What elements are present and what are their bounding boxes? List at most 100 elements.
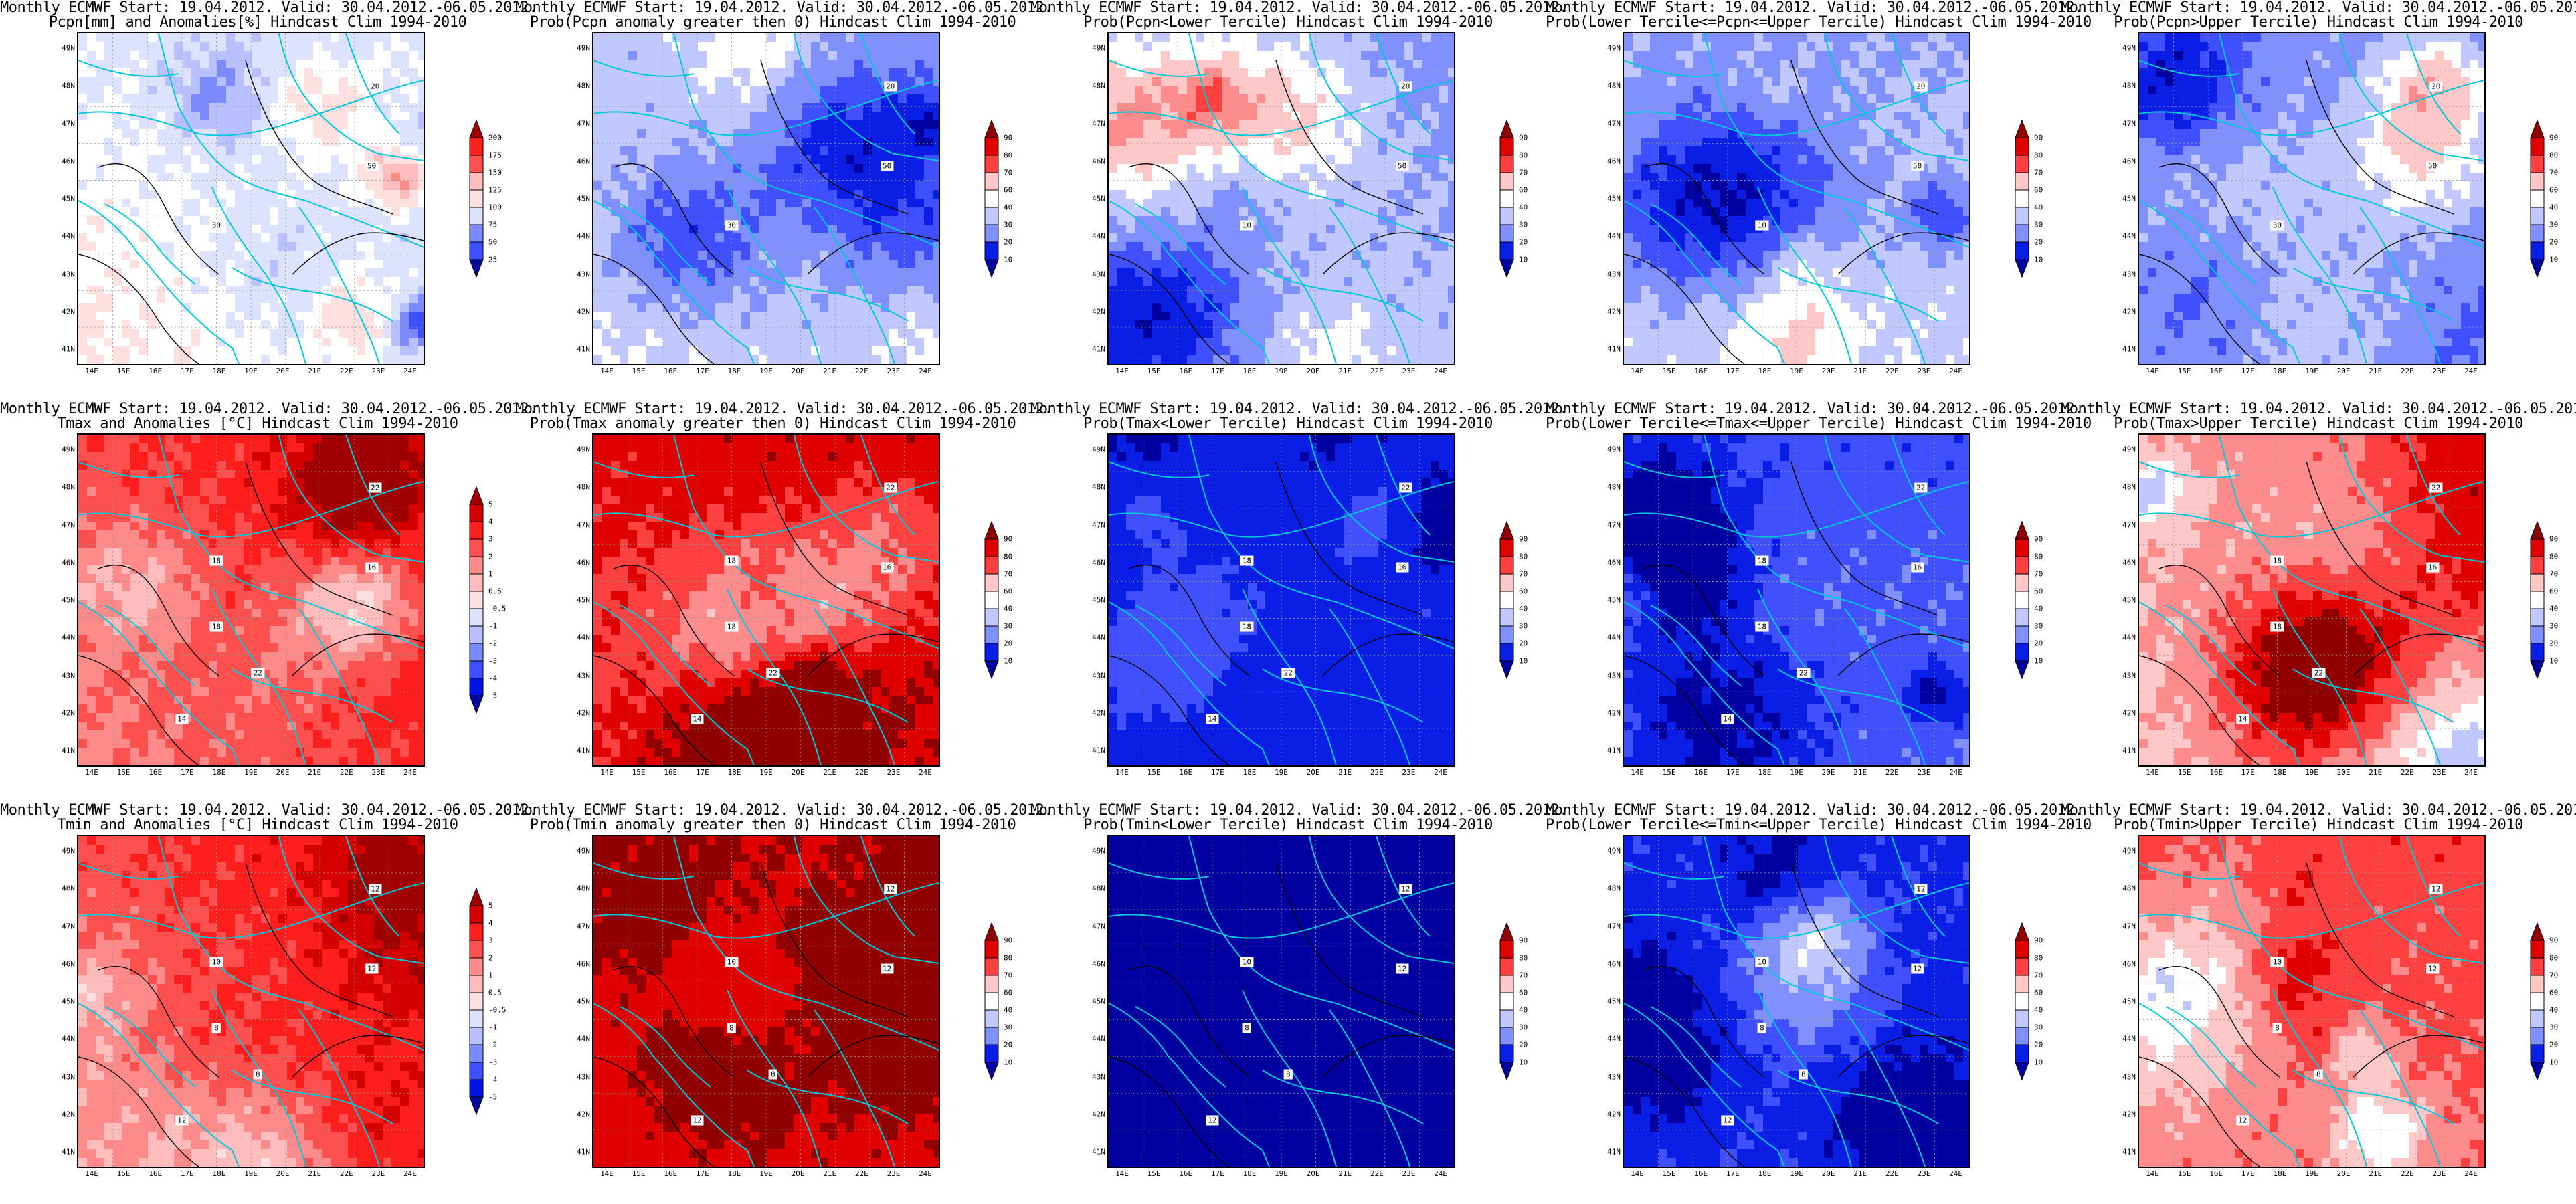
- lat-tick-label: 44N: [2122, 1035, 2136, 1043]
- lon-tick-label: 18E: [1243, 768, 1256, 777]
- lat-tick-label: 49N: [2122, 44, 2136, 53]
- lat-tick-label: 47N: [1607, 520, 1621, 529]
- lon-tick-label: 19E: [759, 768, 773, 777]
- lon-tick-label: 14E: [2146, 1169, 2159, 1178]
- isoline-label: 12: [2425, 963, 2440, 974]
- lon-tick-label: 24E: [2464, 1169, 2478, 1178]
- lon-tick-label: 14E: [600, 367, 614, 375]
- colorbar-swatch: [984, 556, 999, 575]
- map-frame: 20 10 50: [1107, 32, 1455, 365]
- lat-tick-label: 48N: [62, 483, 75, 492]
- lon-tick-label: 19E: [1275, 367, 1288, 375]
- lon-tick-label: 14E: [1631, 1169, 1644, 1178]
- colorbar-legend: 90 80 70 60 40 30 20 10: [984, 922, 1012, 1081]
- lat-tick-label: 45N: [2122, 195, 2136, 203]
- colorbar-swatch: [2015, 940, 2029, 959]
- isoline-label: 12: [884, 884, 897, 894]
- lon-tick-label: 24E: [1949, 1169, 1962, 1178]
- lon-tick-label: 22E: [855, 1169, 868, 1178]
- lat-tick-label: 42N: [1607, 307, 1621, 316]
- panel-title-line2: Prob(Tmin anomaly greater then 0) Hindca…: [515, 817, 1030, 833]
- panel-title-line1: Monthly ECMWF Start: 19.04.2012. Valid: …: [2061, 401, 2576, 417]
- lon-tick-label: 21E: [308, 367, 321, 375]
- colorbar-label: 70: [2034, 570, 2043, 579]
- isoline-label: 8: [1284, 1069, 1293, 1080]
- lon-tick-label: 20E: [1822, 768, 1835, 777]
- colorbar-label: 70: [1519, 570, 1528, 579]
- lat-tick-label: 46N: [1607, 959, 1621, 968]
- colorbar-swatch: [2530, 992, 2545, 1011]
- colorbar-swatch: [469, 975, 484, 993]
- colorbar-swatch: [2530, 172, 2545, 191]
- colorbar-swatch: [2530, 241, 2545, 260]
- colorbar-swatch: [1499, 137, 1514, 156]
- panel-title-line1: Monthly ECMWF Start: 19.04.2012. Valid: …: [2061, 0, 2576, 16]
- lat-tick-label: 47N: [2122, 922, 2136, 930]
- lat-tick-label: 45N: [2122, 997, 2136, 1006]
- isoline-label: 8: [769, 1069, 777, 1080]
- colorbar-swatch: [2015, 224, 2029, 243]
- colorbar-label: 30: [1004, 221, 1012, 229]
- lat-tick-label: 42N: [2122, 307, 2136, 316]
- panel-title-line1: Monthly ECMWF Start: 19.04.2012. Valid: …: [1030, 401, 1568, 417]
- colorbar-swatch: [2015, 172, 2029, 191]
- colorbar-label: 70: [1004, 570, 1012, 579]
- lon-tick-label: 18E: [1243, 1169, 1256, 1178]
- lat-tick-label: 42N: [1092, 307, 1105, 316]
- panel-title-line1: Monthly ECMWF Start: 19.04.2012. Valid: …: [0, 0, 537, 16]
- lat-tick-label: 47N: [62, 119, 75, 128]
- lat-tick-label: 47N: [1607, 119, 1621, 128]
- colorbar-label: 10: [1004, 1058, 1012, 1067]
- colorbar-label: 2: [488, 553, 493, 561]
- lat-tick-label: 42N: [2122, 708, 2136, 717]
- longitude-axis: 14E 15E 16E 17E 18E 19E 20E 21E 22E 23E 24E: [2138, 367, 2486, 379]
- lon-tick-label: 24E: [1949, 768, 1962, 777]
- lat-tick-label: 47N: [577, 520, 590, 529]
- panel-title-line1: Monthly ECMWF Start: 19.04.2012. Valid: …: [1546, 803, 2083, 819]
- colorbar-swatch: [2530, 608, 2545, 627]
- panel-title-line2: Prob(Tmax<Lower Tercile) Hindcast Clim 1…: [1030, 416, 1546, 432]
- lon-tick-label: 18E: [1758, 768, 1771, 777]
- map-frame: 20 30 50: [592, 32, 940, 365]
- colorbar-label: 10: [2549, 1058, 2558, 1067]
- panel-r3-c3: Monthly ECMWF Start: 19.04.2012. Valid: …: [1030, 803, 1568, 1204]
- colorbar-swatch: [469, 608, 484, 627]
- colorbar-label: 60: [1004, 186, 1012, 195]
- lat-tick-label: 44N: [1607, 1035, 1621, 1043]
- colorbar-swatch: [469, 224, 484, 243]
- colorbar-swatch: [2530, 1062, 2545, 1081]
- lat-tick-label: 44N: [577, 1035, 590, 1043]
- panel-title-line1: Monthly ECMWF Start: 19.04.2012. Valid: …: [1030, 803, 1568, 819]
- colorbar-swatch: [1499, 957, 1514, 976]
- colorbar-swatch: [984, 137, 999, 156]
- panel-r1-c1-map: [78, 33, 424, 364]
- map-frame: 22 18 16 22 18 14: [1623, 433, 1970, 767]
- isoline-label: 18: [725, 621, 739, 632]
- isoline-label: 50: [1395, 161, 1409, 171]
- colorbar-swatch: [1499, 119, 1514, 138]
- colorbar-label: 40: [1004, 605, 1012, 613]
- colorbar-swatches: [1499, 520, 1514, 680]
- isoline-label: 30: [725, 220, 739, 231]
- lat-tick-label: 42N: [2122, 1110, 2136, 1118]
- lat-tick-label: 46N: [2122, 959, 2136, 968]
- map-frame: 12 8 12 8 10 12: [2138, 835, 2486, 1168]
- lat-tick-label: 43N: [2122, 270, 2136, 278]
- colorbar-label: 80: [1519, 553, 1528, 561]
- colorbar-swatch: [469, 189, 484, 208]
- colorbar-swatch: [2015, 1062, 2029, 1081]
- lat-tick-label: 45N: [1607, 195, 1621, 203]
- isoline-label: 18: [1755, 555, 1769, 566]
- lat-tick-label: 49N: [62, 847, 75, 856]
- latitude-axis: 49N 48N 47N 46N 45N 44N 43N 42N 41N: [2109, 835, 2136, 1168]
- lon-tick-label: 20E: [1822, 367, 1835, 375]
- colorbar-swatch: [469, 172, 484, 191]
- lon-tick-label: 21E: [2369, 768, 2382, 777]
- colorbar-label: 200: [488, 134, 502, 142]
- colorbar-swatch: [2530, 224, 2545, 243]
- map-frame: 22 18 16 22 18 14: [1107, 433, 1455, 767]
- isoline-label: 18: [725, 555, 739, 566]
- isoline-label: 22: [1914, 482, 1928, 493]
- lat-tick-label: 49N: [1607, 44, 1621, 53]
- colorbar-swatches: [2015, 520, 2029, 680]
